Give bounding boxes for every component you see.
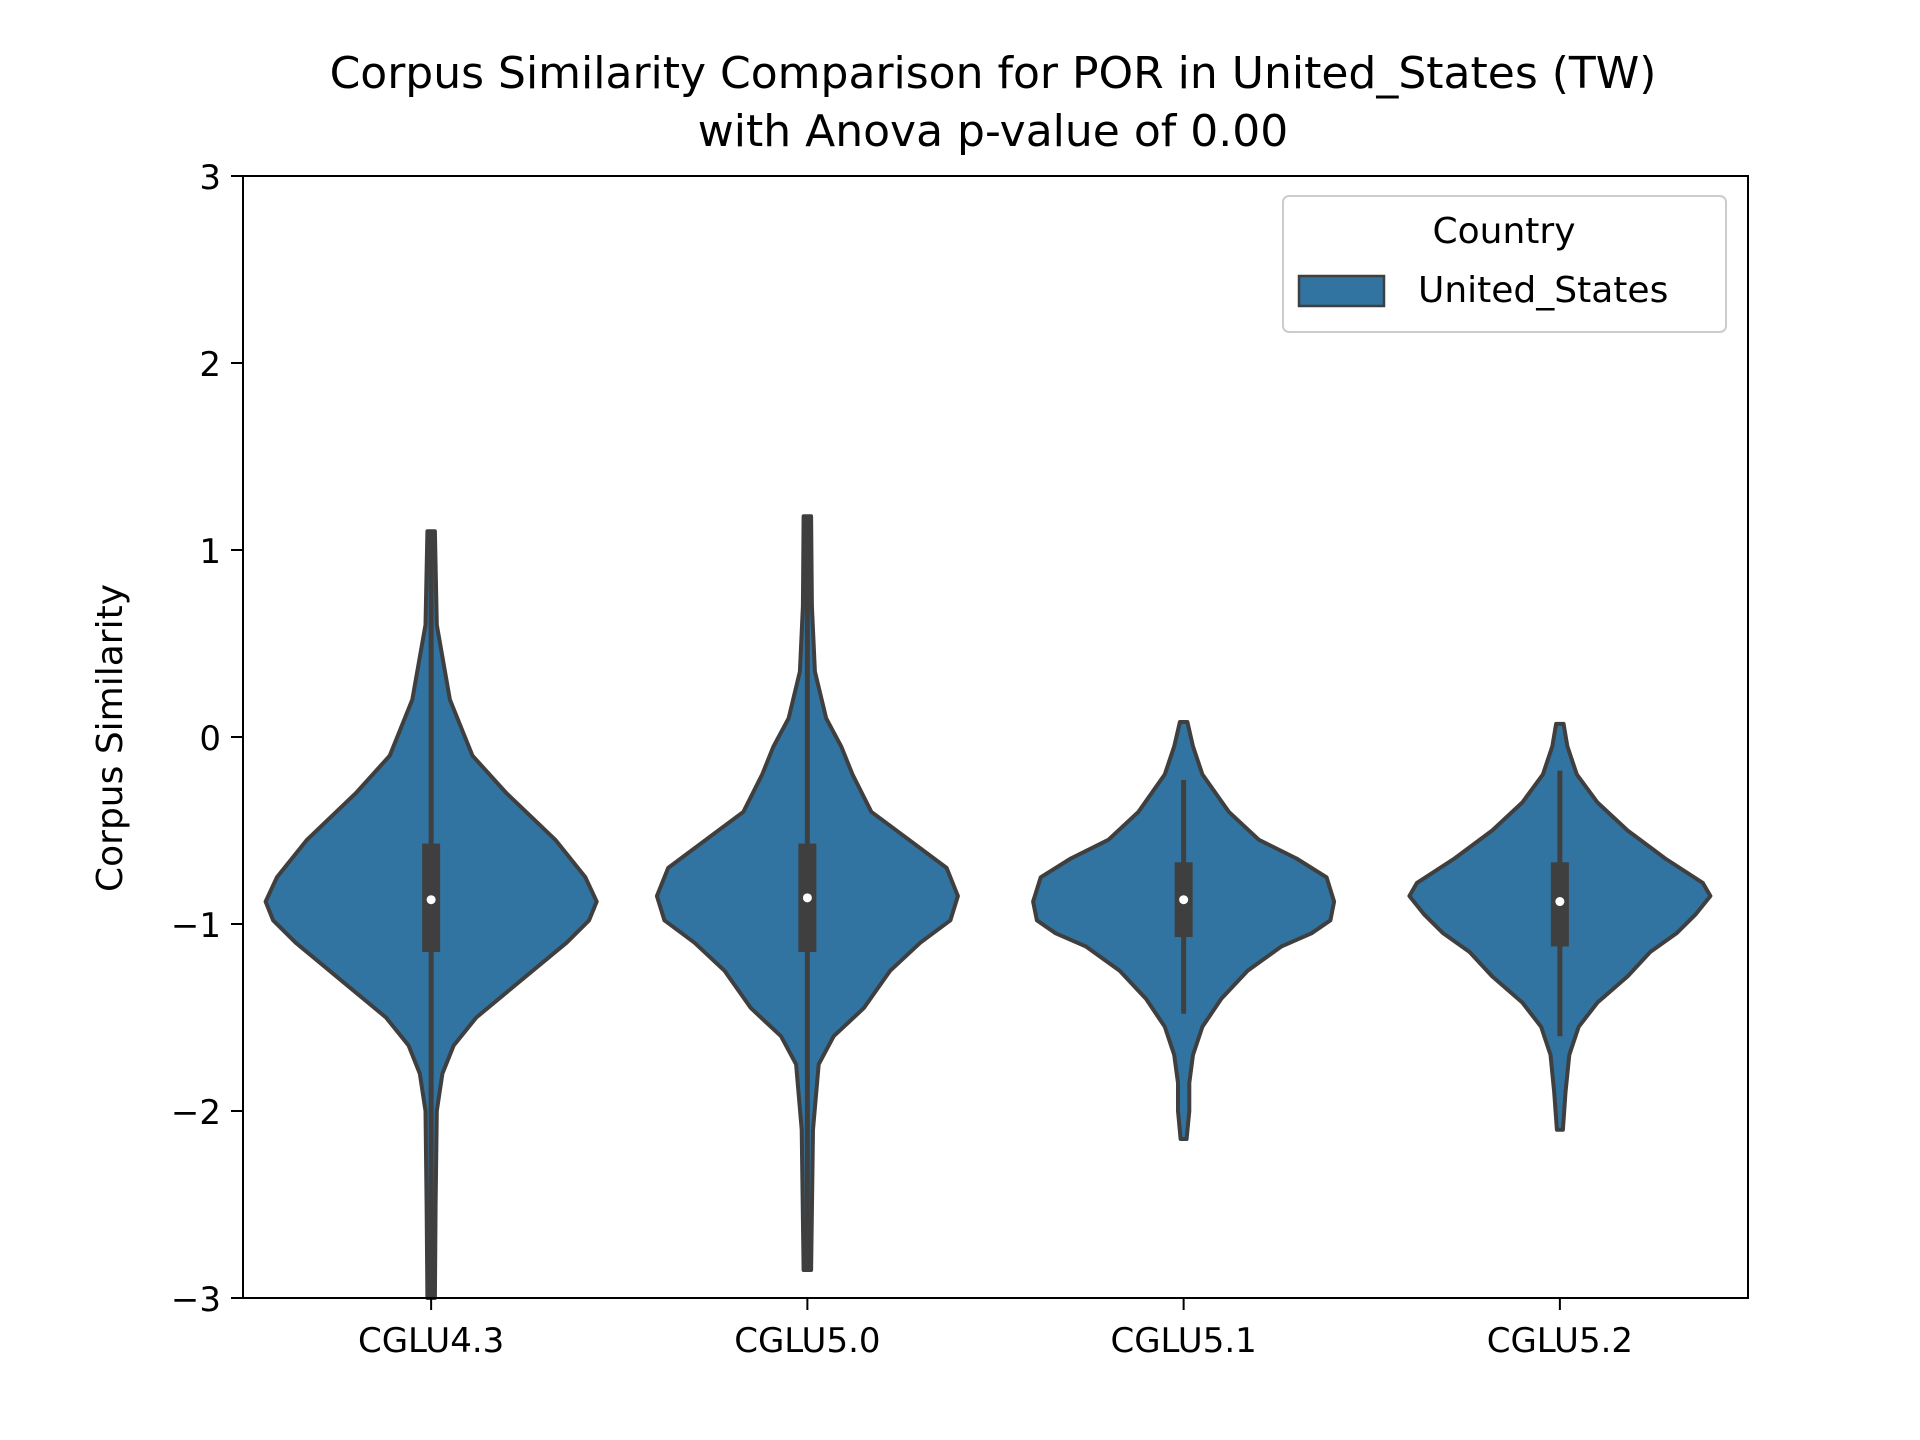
x-tick-label-cglu5-0: CGLU5.0 bbox=[734, 1321, 880, 1361]
y-tick-label: −2 bbox=[171, 1093, 221, 1133]
y-tick-label: −3 bbox=[171, 1280, 221, 1320]
legend-title: Country bbox=[1432, 211, 1575, 252]
y-tick-label: 2 bbox=[199, 345, 221, 385]
legend-box bbox=[1282, 195, 1727, 333]
y-tick-label: −1 bbox=[171, 906, 221, 946]
legend-swatch-united-states bbox=[1297, 274, 1386, 308]
chart-title-line2: with Anova p-value of 0.00 bbox=[698, 106, 1288, 157]
x-axis-ticks: CGLU4.3 CGLU5.0 CGLU5.1 CGLU5.2 bbox=[358, 1298, 1633, 1361]
y-axis-ticks: −3 −2 −1 0 1 2 3 bbox=[171, 158, 243, 1320]
y-tick-label: 1 bbox=[199, 532, 221, 572]
legend: Country United_States bbox=[1282, 195, 1727, 333]
x-tick-label-cglu5-2: CGLU5.2 bbox=[1487, 1321, 1633, 1361]
y-tick-label: 0 bbox=[199, 719, 221, 759]
median-point-cglu5-2 bbox=[1555, 897, 1565, 907]
chart-title-line1: Corpus Similarity Comparison for POR in … bbox=[330, 48, 1657, 99]
median-point-cglu5-1 bbox=[1179, 895, 1189, 905]
x-tick-label-cglu4-3: CGLU4.3 bbox=[358, 1321, 504, 1361]
y-tick-label: 3 bbox=[199, 158, 221, 198]
violin-series bbox=[263, 514, 1713, 1300]
y-axis-label: Corpus Similarity bbox=[90, 584, 131, 892]
median-point-cglu5-0 bbox=[802, 893, 812, 903]
median-point-cglu4-3 bbox=[426, 895, 436, 905]
plot-frame bbox=[242, 175, 1749, 1299]
x-tick-label-cglu5-1: CGLU5.1 bbox=[1110, 1321, 1256, 1361]
legend-entry-united-states: United_States bbox=[1418, 270, 1668, 311]
